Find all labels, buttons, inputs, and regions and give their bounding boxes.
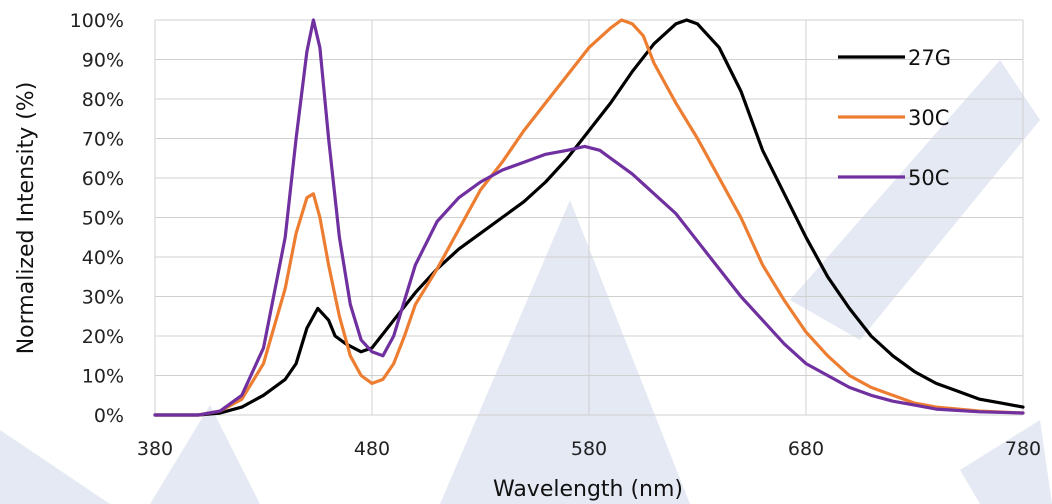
watermark bbox=[0, 60, 1052, 504]
x-tick-label: 480 bbox=[354, 438, 390, 460]
y-tick-label: 100% bbox=[70, 10, 124, 32]
y-tick-label: 90% bbox=[82, 50, 124, 72]
x-tick-label: 680 bbox=[788, 438, 824, 460]
series-line-30C bbox=[153, 18, 1025, 417]
legend-label-50C: 50C bbox=[908, 166, 949, 190]
y-tick-label: 50% bbox=[82, 208, 124, 230]
series-lines bbox=[153, 18, 1025, 417]
y-tick-labels: 0% 10% 20% 30% 40% 50% 60% 70% 80% 90% 100% bbox=[70, 10, 124, 427]
y-tick-label: 70% bbox=[82, 129, 124, 151]
y-tick-label: 0% bbox=[94, 405, 124, 427]
y-tick-label: 60% bbox=[82, 168, 124, 190]
legend-label-27G: 27G bbox=[908, 46, 951, 70]
x-tick-label: 580 bbox=[571, 438, 607, 460]
series-line-27G bbox=[153, 18, 1025, 417]
x-tick-label: 780 bbox=[1005, 438, 1041, 460]
y-tick-label: 40% bbox=[82, 247, 124, 269]
y-tick-label: 20% bbox=[82, 326, 124, 348]
x-tick-label: 380 bbox=[137, 438, 173, 460]
x-axis-title: Wavelength (nm) bbox=[493, 477, 683, 502]
y-tick-label: 10% bbox=[82, 366, 124, 388]
y-tick-label: 30% bbox=[82, 287, 124, 309]
legend-label-30C: 30C bbox=[908, 106, 949, 130]
series-line-50C bbox=[153, 18, 1025, 417]
y-axis-title: Normalized Intensity (%) bbox=[14, 82, 39, 355]
legend: 27G 30C 50C bbox=[838, 46, 951, 190]
x-tick-labels: 380 480 580 680 780 bbox=[137, 438, 1041, 460]
y-tick-label: 80% bbox=[82, 89, 124, 111]
